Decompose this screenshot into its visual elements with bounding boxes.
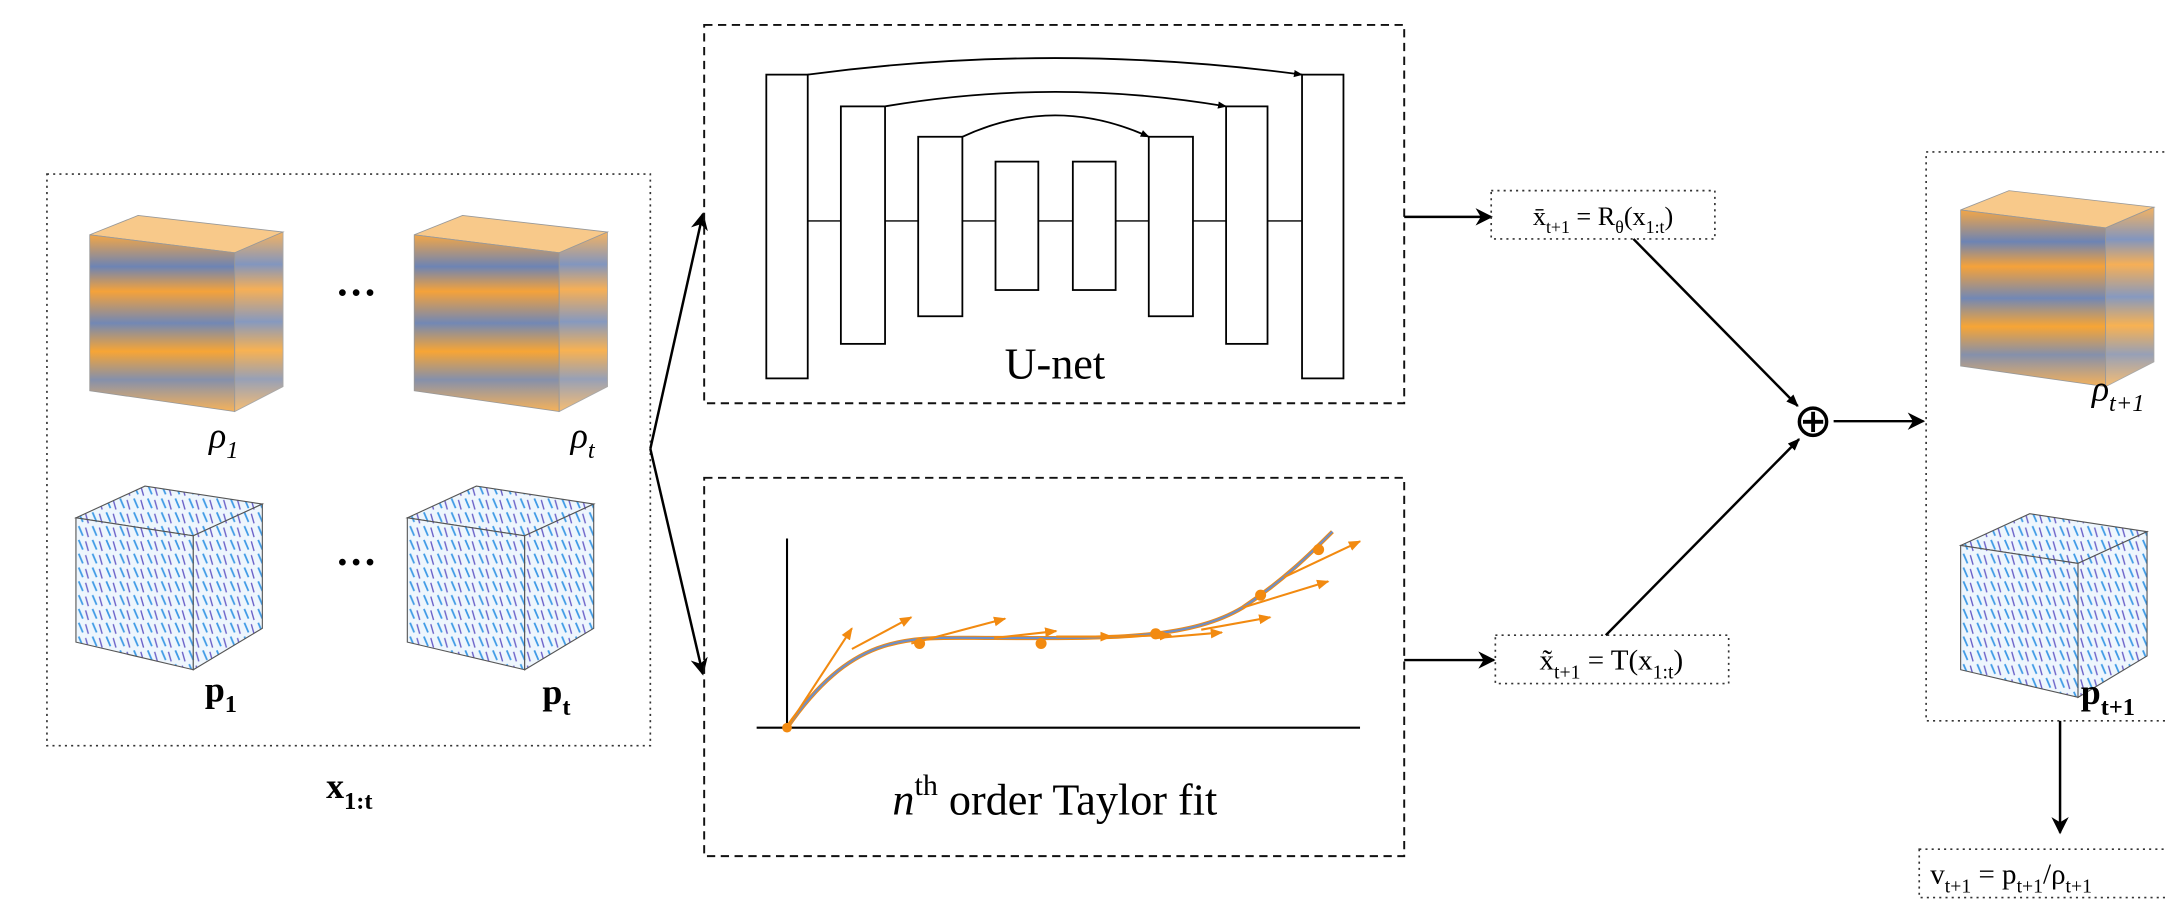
diagram: ··· ··· ρ1 ρt p1 pt x1:t U-net — [0, 0, 2165, 899]
arrow — [1633, 239, 1797, 406]
superscript: th — [915, 769, 938, 802]
text-segment: order Taylor fit — [938, 776, 1218, 825]
residual-equation: x̄t+1 = Rθ(x1:t) — [1533, 202, 1673, 237]
text-segment: x — [326, 766, 344, 806]
subscript: t+1 — [2017, 875, 2043, 897]
arrow — [650, 449, 702, 674]
text-segment: (x — [1624, 202, 1646, 231]
unet-label: U-net — [1005, 339, 1106, 388]
subscript: t+1 — [2101, 694, 2135, 721]
text-segment: p — [205, 669, 225, 709]
subscript: 1:t — [344, 788, 373, 815]
taylor-equation: x̃t+1 = T(x1:t) — [1540, 645, 1684, 684]
density-cube — [414, 215, 607, 411]
text-segment: ρ — [570, 415, 588, 455]
density-cube — [90, 215, 283, 411]
taylor-plot — [757, 532, 1360, 733]
arrow — [1606, 439, 1799, 635]
text-segment: v — [1930, 859, 1945, 891]
unet-blocks — [766, 58, 1343, 378]
arrow — [650, 214, 702, 449]
text-segment: ρ — [208, 415, 226, 455]
text-segment: ) — [1664, 202, 1673, 231]
text-segment: n — [892, 776, 914, 825]
ellipsis: ··· — [336, 539, 377, 585]
momentum-label: pt — [542, 672, 571, 721]
subscript: 1 — [226, 437, 238, 464]
text-segment: x̄ — [1533, 202, 1546, 231]
subscript: 1:t — [1646, 217, 1665, 237]
subscript: θ — [1615, 217, 1624, 237]
momentum-cube — [1961, 514, 2147, 698]
text-segment: = p — [1971, 859, 2016, 891]
ellipsis: ··· — [336, 270, 377, 316]
subscript: t — [588, 437, 596, 464]
text-segment: ρ — [2091, 368, 2109, 408]
text-segment: /ρ — [2043, 859, 2066, 891]
subscript: 1 — [225, 691, 237, 718]
subscript: t+1 — [1546, 217, 1570, 237]
text-segment: x̃ — [1540, 645, 1555, 677]
velocity-equation: vt+1 = pt+1/ρt+1 — [1930, 859, 2092, 898]
density-label: ρ1 — [208, 415, 238, 464]
momentum-cube — [76, 486, 262, 670]
text-segment: p — [542, 672, 562, 712]
subscript: t+1 — [1554, 661, 1580, 683]
text-segment: = R — [1570, 202, 1616, 231]
group-label: x1:t — [326, 766, 373, 815]
text-segment: p — [2081, 672, 2101, 712]
density-cube — [1961, 191, 2154, 387]
subscript: 1:t — [1653, 661, 1674, 683]
density-label: ρt — [570, 415, 596, 464]
text-segment: ) — [1673, 645, 1683, 677]
subscript: t+1 — [1945, 875, 1971, 897]
subscript: t — [562, 694, 571, 721]
momentum-label: p1 — [205, 669, 237, 718]
momentum-cube — [407, 486, 593, 670]
text-segment: = T(x — [1580, 645, 1653, 677]
taylor-label: nth order Taylor fit — [892, 769, 1218, 825]
subscript: t+1 — [2109, 390, 2144, 417]
sum-symbol: ⊕ — [1793, 393, 1832, 448]
page: { "inputs": { "density_labels": [["ρ", "… — [0, 0, 2165, 899]
subscript: t+1 — [2066, 875, 2092, 897]
